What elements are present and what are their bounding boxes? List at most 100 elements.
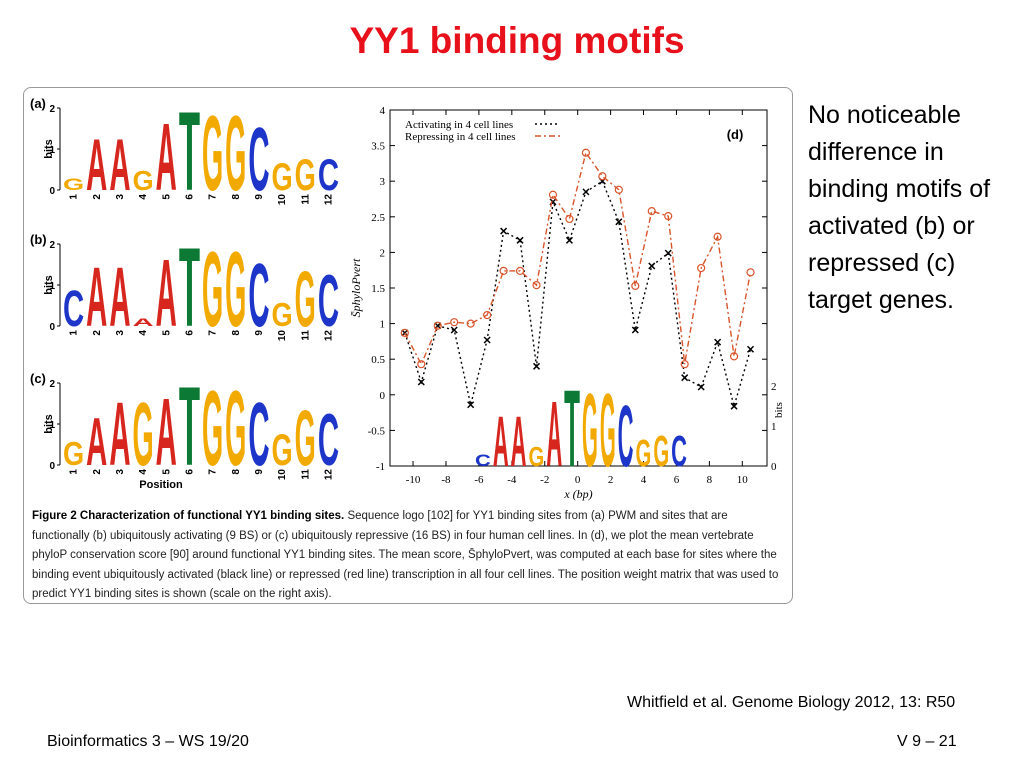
position-label: 2: [92, 330, 103, 336]
logo-letter: G: [225, 370, 246, 489]
y-tick-label: 2.5: [371, 212, 385, 224]
logo-letter: G: [653, 426, 669, 475]
logo-letter: T: [179, 89, 200, 214]
point: [532, 362, 541, 370]
panel-label: (c): [30, 371, 46, 386]
position-label: 3: [115, 330, 126, 336]
position-label: 1: [69, 194, 80, 200]
logo-letter: G: [202, 231, 223, 350]
position-label: 4: [138, 469, 149, 475]
y-axis-label: bits: [43, 139, 55, 159]
logo-letter: G: [202, 95, 223, 214]
position-label: 9: [254, 469, 265, 475]
x-tick-label: 0: [575, 474, 581, 486]
y-tick-label: 2: [49, 240, 55, 251]
y2-axis-label: bits: [773, 402, 785, 418]
x-axis-label: Position: [139, 479, 183, 491]
logo-letter: C: [248, 384, 269, 485]
citation: Whitfield et al. Genome Biology 2012, 13…: [627, 694, 956, 711]
position-label: 10: [277, 469, 288, 481]
position-label: 5: [161, 330, 172, 336]
point: [598, 172, 607, 181]
point: [747, 345, 755, 353]
x-axis-label: x (bp): [563, 487, 592, 501]
x-tick-label: 6: [674, 474, 680, 486]
position-label: 12: [323, 194, 334, 206]
point: [631, 326, 639, 334]
logo-letter: A: [109, 384, 130, 485]
logo-letter: A: [546, 383, 562, 487]
logo-letter: A: [133, 316, 154, 329]
x-tick-label: -6: [474, 474, 484, 486]
point: [483, 310, 492, 320]
position-label: 8: [231, 194, 242, 200]
y-tick-label: 1: [49, 145, 55, 156]
y-tick-label: 1: [49, 281, 55, 292]
logo-letter: G: [133, 384, 154, 485]
point: [565, 236, 573, 244]
y-tick-label: 0.5: [371, 354, 385, 366]
y-tick-label: 2: [49, 379, 55, 390]
logo-letter: G: [295, 396, 316, 483]
slide-text: No noticeable difference in binding moti…: [808, 101, 991, 314]
series-line: [404, 151, 752, 366]
y2-tick-label: 0: [771, 461, 777, 473]
logo-letter: A: [86, 404, 107, 479]
point: [614, 185, 623, 194]
legend-label: Activating in 4 cell lines: [405, 119, 513, 131]
position-label: 5: [161, 194, 172, 200]
logo-letter: C: [671, 426, 687, 475]
point: [532, 281, 541, 290]
y-tick-label: 0: [49, 461, 55, 472]
position-label: 7: [208, 194, 219, 200]
y-tick-label: 4: [380, 105, 386, 117]
logo-letter: A: [109, 126, 130, 207]
position-label: 9: [254, 330, 265, 336]
point: [730, 402, 738, 410]
point: [714, 338, 722, 346]
position-label: 3: [115, 469, 126, 475]
point: [647, 207, 656, 216]
x-tick-label: -2: [540, 474, 549, 486]
point: [483, 336, 491, 344]
position-label: 12: [323, 330, 334, 342]
y-axis-label: bits: [43, 275, 55, 295]
point: [697, 263, 706, 273]
x-tick-label: 4: [641, 474, 647, 486]
logo-letter: G: [582, 372, 598, 488]
y-axis-label: bits: [43, 414, 55, 434]
position-label: 2: [92, 469, 103, 475]
point: [515, 266, 525, 276]
logo-letter: G: [202, 370, 223, 489]
point: [697, 383, 705, 391]
position-label: 7: [208, 469, 219, 475]
point: [581, 148, 591, 157]
position-label: 1: [69, 469, 80, 475]
position-label: 4: [138, 194, 149, 200]
logo-letter: C: [318, 150, 339, 201]
y-tick-label: 1: [49, 420, 55, 431]
logo-letter: A: [86, 249, 107, 344]
y-tick-label: 0: [49, 322, 55, 333]
point: [615, 218, 623, 226]
y-tick-label: 2: [380, 247, 386, 259]
position-label: 2: [92, 194, 103, 200]
point: [548, 190, 558, 199]
logo-letter: T: [179, 364, 200, 489]
position-label: 6: [184, 194, 195, 200]
position-label: 8: [231, 469, 242, 475]
footer-right: V 9 – 21: [897, 733, 957, 750]
logo-letter: C: [318, 401, 339, 482]
series-line: [404, 180, 752, 409]
point: [516, 236, 524, 244]
logo-letter: G: [295, 150, 316, 201]
caption-title: Figure 2 Characterization of functional …: [32, 510, 345, 522]
y2-tick-label: 2: [771, 381, 777, 393]
y-axis-label: S̄phyloPvert: [349, 258, 363, 317]
point: [450, 326, 458, 334]
legend-label: Repressing in 4 cell lines: [405, 131, 516, 143]
y2-tick-label: 1: [771, 421, 777, 433]
logo-letter: A: [493, 403, 509, 482]
y-tick-label: 3.5: [371, 141, 385, 153]
